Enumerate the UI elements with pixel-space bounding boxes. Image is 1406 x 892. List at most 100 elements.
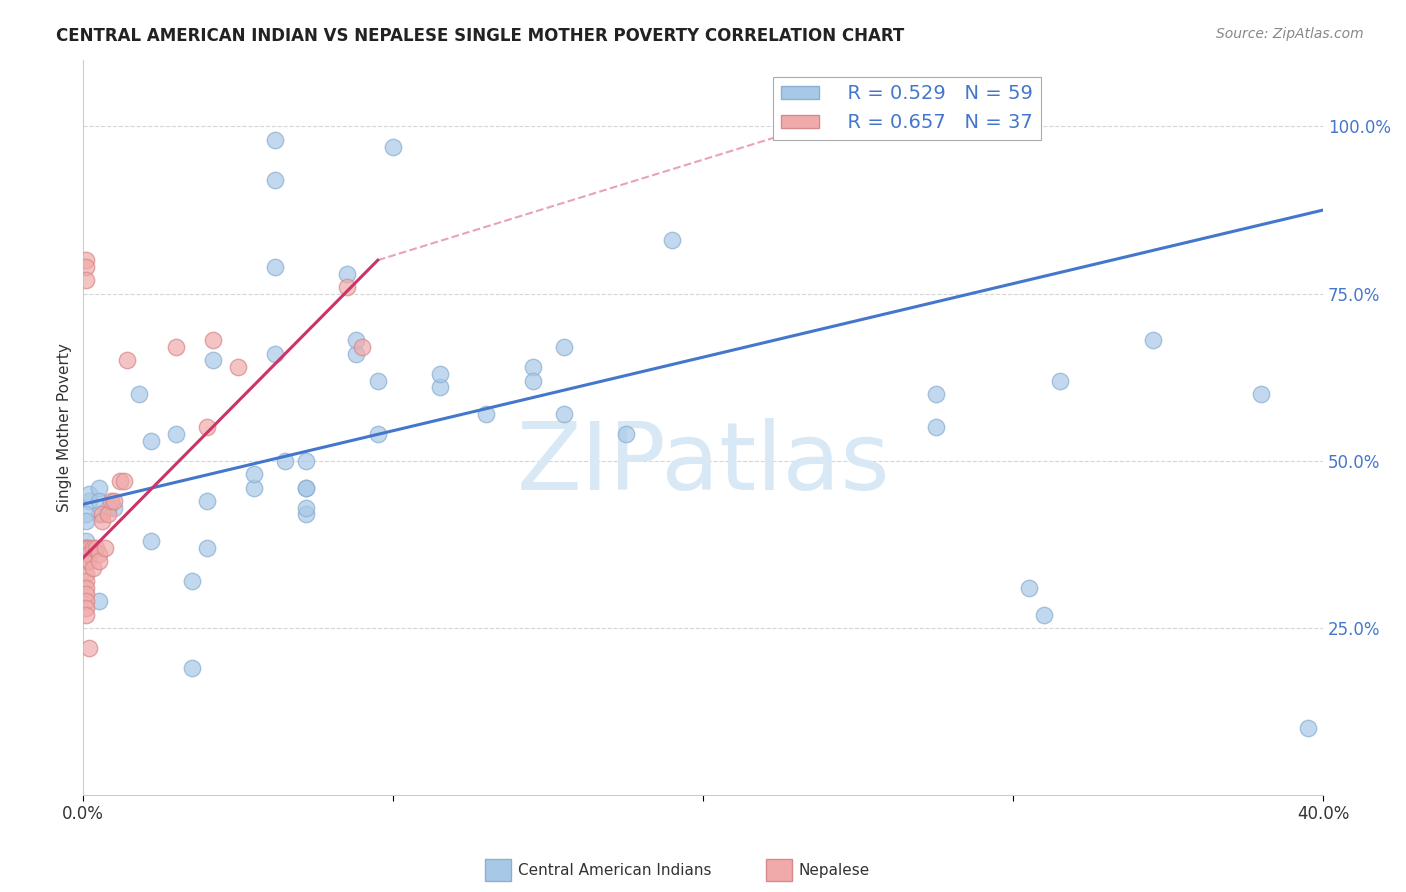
Point: [242, 467, 264, 482]
Point: [75, 541, 97, 555]
Point: [295, 508, 318, 522]
Text: Central American Indians: Central American Indians: [517, 863, 711, 878]
Point: [295, 481, 318, 495]
Point: [242, 481, 264, 495]
Point: [79, 487, 101, 501]
Point: [75, 554, 97, 568]
Point: [110, 474, 132, 488]
Point: [367, 427, 389, 442]
Point: [75, 260, 97, 274]
Point: [195, 541, 218, 555]
Point: [264, 133, 287, 147]
Point: [75, 547, 97, 561]
Point: [522, 360, 544, 375]
Point: [90, 514, 112, 528]
Point: [75, 508, 97, 522]
Point: [79, 640, 101, 655]
Text: CENTRAL AMERICAN INDIAN VS NEPALESE SINGLE MOTHER POVERTY CORRELATION CHART: CENTRAL AMERICAN INDIAN VS NEPALESE SING…: [56, 27, 904, 45]
Point: [382, 139, 405, 153]
Point: [79, 541, 101, 555]
Point: [180, 661, 202, 675]
Point: [87, 594, 110, 608]
Point: [128, 387, 150, 401]
Point: [75, 567, 97, 582]
Point: [264, 173, 287, 187]
Legend:   R = 0.529   N = 59,   R = 0.657   N = 37: R = 0.529 N = 59, R = 0.657 N = 37: [773, 77, 1040, 140]
Point: [295, 481, 318, 495]
Point: [1142, 334, 1164, 348]
Point: [75, 607, 97, 622]
Point: [202, 334, 225, 348]
Point: [141, 533, 163, 548]
Point: [165, 340, 187, 354]
Point: [1250, 387, 1272, 401]
Point: [100, 494, 122, 508]
Point: [924, 420, 946, 434]
Point: [180, 574, 202, 588]
Point: [295, 454, 318, 468]
Point: [97, 500, 120, 515]
Point: [90, 508, 112, 522]
Point: [87, 494, 110, 508]
Point: [75, 253, 97, 268]
Point: [115, 353, 138, 368]
Point: [924, 387, 946, 401]
Point: [264, 260, 287, 274]
Point: [274, 454, 297, 468]
Point: [429, 367, 451, 381]
Point: [112, 474, 135, 488]
Point: [75, 587, 97, 601]
Point: [429, 380, 451, 394]
Point: [1049, 374, 1071, 388]
Point: [75, 541, 97, 555]
Point: [165, 427, 187, 442]
Text: ZIPatlas: ZIPatlas: [516, 418, 890, 510]
Point: [1033, 607, 1056, 622]
Point: [75, 581, 97, 595]
Point: [103, 500, 125, 515]
Point: [344, 334, 367, 348]
Point: [614, 427, 637, 442]
Point: [1296, 721, 1319, 735]
Point: [82, 541, 104, 555]
Point: [79, 547, 101, 561]
Text: Source: ZipAtlas.com: Source: ZipAtlas.com: [1216, 27, 1364, 41]
Point: [75, 533, 97, 548]
Point: [264, 347, 287, 361]
Point: [1018, 581, 1040, 595]
Y-axis label: Single Mother Poverty: Single Mother Poverty: [58, 343, 72, 512]
Point: [84, 541, 107, 555]
Point: [367, 374, 389, 388]
Point: [94, 541, 117, 555]
Point: [661, 233, 683, 247]
Point: [75, 547, 97, 561]
Text: Nepalese: Nepalese: [799, 863, 870, 878]
Point: [141, 434, 163, 448]
Point: [82, 560, 104, 574]
Point: [75, 514, 97, 528]
Point: [344, 347, 367, 361]
Point: [195, 494, 218, 508]
Point: [75, 541, 97, 555]
Point: [522, 374, 544, 388]
Point: [87, 508, 110, 522]
Point: [475, 407, 498, 421]
Point: [79, 494, 101, 508]
Point: [195, 420, 218, 434]
Point: [553, 407, 575, 421]
Point: [226, 360, 249, 375]
Point: [87, 554, 110, 568]
Point: [202, 353, 225, 368]
Point: [75, 594, 97, 608]
Point: [75, 574, 97, 588]
Point: [75, 600, 97, 615]
Point: [553, 340, 575, 354]
Point: [87, 481, 110, 495]
Point: [97, 508, 120, 522]
Point: [75, 541, 97, 555]
Point: [295, 500, 318, 515]
Point: [87, 547, 110, 561]
Point: [79, 554, 101, 568]
Point: [75, 273, 97, 287]
Point: [336, 267, 359, 281]
